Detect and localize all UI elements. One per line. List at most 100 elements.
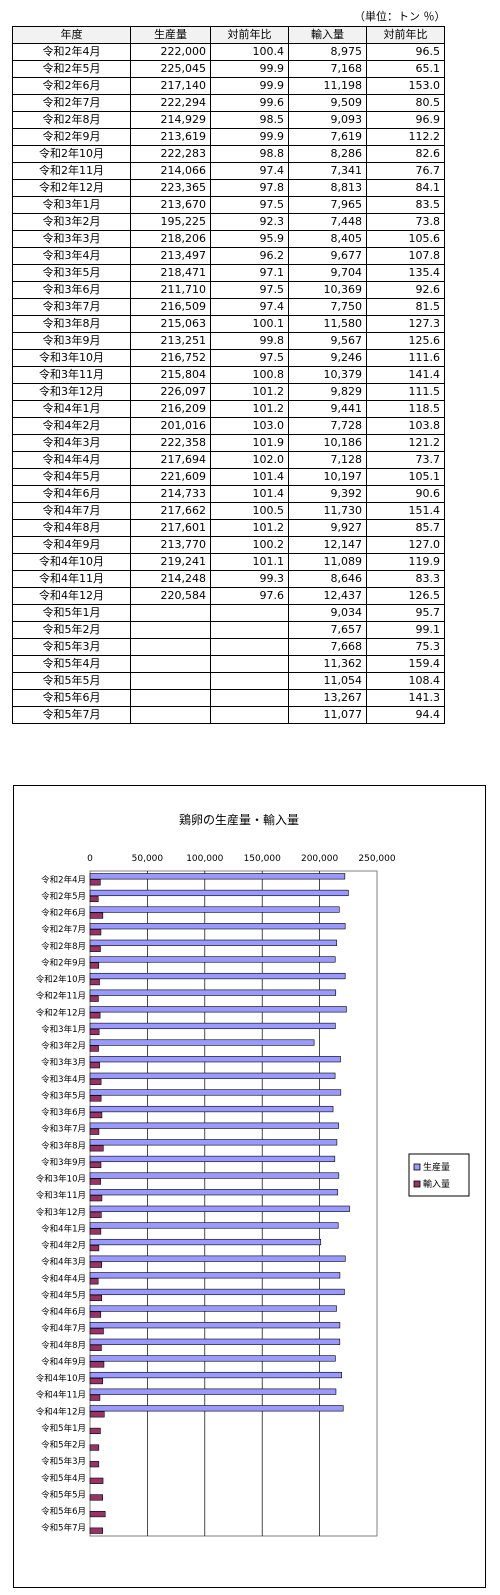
cell-production: 213,251	[130, 332, 211, 350]
bar-production	[89, 1355, 336, 1362]
bar-imports	[89, 1278, 99, 1285]
cell-period: 令和4年12月	[12, 587, 131, 605]
bar-imports	[89, 1377, 104, 1385]
cell-imports: 8,405	[288, 230, 367, 248]
y-category-label: 令和2年8月	[41, 941, 86, 952]
cell-imports: 7,668	[288, 638, 367, 656]
cell-period: 令和3年11月	[12, 366, 131, 384]
cell-imports-yoy: 95.7	[366, 604, 445, 622]
cell-production: 195,225	[130, 213, 211, 231]
table-row: 令和3年3月 218,206 95.9 8,405 105.6	[12, 230, 445, 248]
cell-period: 令和4年3月	[12, 434, 131, 452]
cell-period: 令和2年7月	[12, 94, 131, 112]
header-imports-yoy: 対前年比	[366, 26, 445, 44]
bar-imports	[89, 895, 99, 903]
cell-production: 214,248	[130, 570, 211, 588]
table-body: 令和2年4月 222,000 100.4 8,975 96.5 令和2年5月 225,045…	[12, 43, 445, 724]
bar-imports	[89, 1444, 100, 1451]
cell-production-yoy: 99.9	[210, 60, 289, 78]
bar-production	[89, 1155, 336, 1163]
cell-imports-yoy: 111.6	[366, 349, 445, 367]
cell-imports-yoy: 84.1	[366, 179, 445, 197]
cell-imports-yoy: 105.1	[366, 468, 445, 486]
cell-imports-yoy: 151.4	[366, 502, 445, 520]
cell-period: 令和3年6月	[12, 281, 131, 299]
legend-box	[408, 1153, 470, 1197]
y-category-label: 令和4年7月	[41, 1323, 86, 1334]
bar-imports	[89, 1145, 104, 1152]
cell-imports-yoy: 121.2	[366, 434, 445, 452]
cell-period: 令和2年12月	[12, 179, 131, 197]
cell-production-yoy: 101.2	[210, 400, 289, 418]
cell-production: 213,770	[130, 536, 211, 554]
bar-imports	[89, 962, 100, 969]
table-row: 令和4年9月 213,770 100.2 12,147 127.0	[12, 536, 445, 554]
cell-imports: 9,829	[288, 383, 367, 401]
cell-imports: 9,677	[288, 247, 367, 265]
table-row: 令和2年12月 223,365 97.8 8,813 84.1	[12, 179, 445, 197]
cell-production-yoy: 101.4	[210, 485, 289, 503]
table-row: 令和2年10月 222,283 98.8 8,286 82.6	[12, 145, 445, 163]
bar-imports	[89, 1111, 103, 1119]
cell-production	[130, 655, 211, 673]
legend: 生産量 輸入量	[408, 1153, 470, 1197]
y-category-label: 令和5年5月	[41, 1489, 86, 1500]
x-tick-label: 100,000	[186, 854, 223, 864]
y-category-label: 令和5年3月	[41, 1456, 86, 1467]
cell-imports: 12,437	[288, 587, 367, 605]
cell-production: 225,045	[130, 60, 211, 78]
cell-imports-yoy: 81.5	[366, 298, 445, 316]
cell-production-yoy: 99.9	[210, 77, 289, 95]
cell-period: 令和3年2月	[12, 213, 131, 231]
cell-imports: 9,246	[288, 349, 367, 367]
cell-production	[130, 604, 211, 622]
cell-imports: 7,750	[288, 298, 367, 316]
bar-imports	[89, 1211, 102, 1218]
table-row: 令和2年9月 213,619 99.9 7,619 112.2	[12, 128, 445, 146]
cell-production: 217,140	[130, 77, 211, 95]
bar-production	[89, 1189, 339, 1196]
bar-production	[89, 1388, 337, 1395]
cell-imports-yoy: 73.8	[366, 213, 445, 231]
cell-production-yoy: 97.4	[210, 298, 289, 316]
y-category-label: 令和3年7月	[41, 1124, 86, 1135]
cell-period: 令和3年7月	[12, 298, 131, 316]
cell-period: 令和2年11月	[12, 162, 131, 180]
cell-imports-yoy: 119.9	[366, 553, 445, 571]
cell-production	[130, 638, 211, 656]
y-category-label: 令和3年5月	[41, 1090, 86, 1101]
cell-production-yoy: 97.8	[210, 179, 289, 197]
cell-imports: 11,054	[288, 672, 367, 690]
cell-imports: 8,975	[288, 43, 367, 61]
cell-imports: 11,580	[288, 315, 367, 333]
cell-imports: 8,646	[288, 570, 367, 588]
y-category-label: 令和3年12月	[36, 1207, 86, 1218]
bar-imports	[89, 1427, 101, 1435]
bar-production	[89, 1322, 341, 1329]
table-row: 令和3年11月 215,804 100.8 10,379 141.4	[12, 366, 445, 384]
bar-production	[89, 972, 346, 980]
table-row: 令和2年8月 214,929 98.5 9,093 96.9	[12, 111, 445, 129]
x-tick-label: 150,000	[244, 854, 281, 864]
bar-imports	[89, 1394, 101, 1401]
y-category-label: 令和2年6月	[41, 908, 86, 919]
cell-imports: 7,657	[288, 621, 367, 639]
y-category-label: 令和3年10月	[36, 1174, 86, 1185]
table-row: 令和2年5月 225,045 99.9 7,168 65.1	[12, 60, 445, 78]
bar-production	[89, 1405, 344, 1412]
cell-imports: 13,267	[288, 689, 367, 707]
bar-production	[89, 1205, 350, 1212]
cell-imports: 10,186	[288, 434, 367, 452]
cell-period: 令和4年8月	[12, 519, 131, 537]
bar-imports	[89, 1244, 100, 1252]
y-category-label: 令和3年2月	[41, 1041, 86, 1052]
bar-imports	[89, 1045, 99, 1052]
cell-imports-yoy: 112.2	[366, 128, 445, 146]
y-category-label: 令和4年9月	[41, 1356, 86, 1367]
bar-production	[89, 1006, 347, 1013]
cell-imports-yoy: 111.5	[366, 383, 445, 401]
cell-period: 令和5年7月	[12, 706, 131, 724]
bar-imports	[89, 978, 100, 986]
cell-production-yoy: 100.5	[210, 502, 289, 520]
cell-production-yoy: 97.6	[210, 587, 289, 605]
